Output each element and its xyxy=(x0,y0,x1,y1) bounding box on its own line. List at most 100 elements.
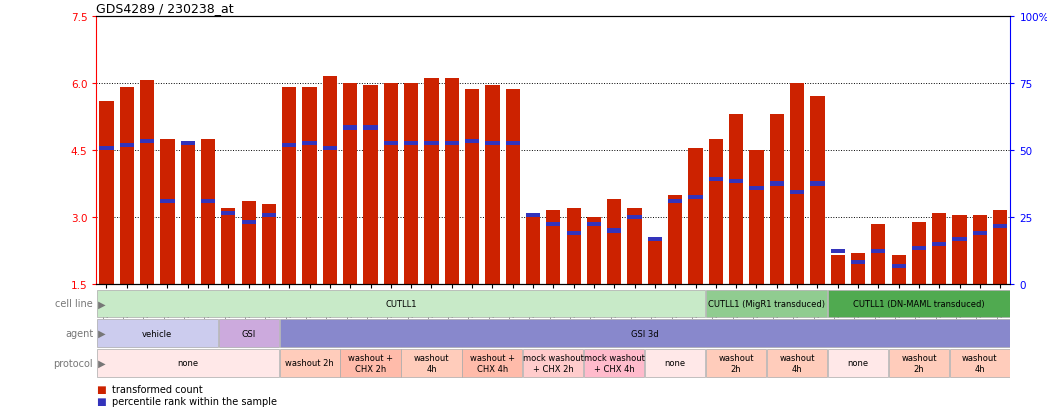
Text: CUTLL1 (MigR1 transduced): CUTLL1 (MigR1 transduced) xyxy=(708,299,825,308)
Bar xyxy=(668,195,683,285)
Bar xyxy=(506,142,519,146)
Bar xyxy=(404,83,418,285)
Bar xyxy=(973,215,987,285)
Bar xyxy=(524,349,583,377)
Bar xyxy=(99,146,113,150)
Text: none: none xyxy=(847,358,869,368)
Bar xyxy=(587,218,601,285)
Bar xyxy=(486,142,499,146)
Text: ▶: ▶ xyxy=(95,328,106,338)
Text: washout
4h: washout 4h xyxy=(962,354,998,373)
Text: none: none xyxy=(177,358,198,368)
Bar xyxy=(953,238,966,242)
Bar xyxy=(709,139,722,285)
Text: vehicle: vehicle xyxy=(142,329,173,338)
Bar xyxy=(283,88,296,285)
Bar xyxy=(566,209,581,285)
Bar xyxy=(119,88,134,285)
Text: protocol: protocol xyxy=(53,358,93,368)
Bar xyxy=(201,139,215,285)
Text: mock washout
+ CHX 4h: mock washout + CHX 4h xyxy=(584,354,645,373)
Bar xyxy=(790,83,804,285)
Bar xyxy=(627,209,642,285)
Bar xyxy=(401,349,462,377)
Bar xyxy=(770,115,784,285)
Bar xyxy=(96,349,279,377)
Bar xyxy=(526,213,540,217)
Bar xyxy=(424,142,439,146)
Bar xyxy=(219,320,279,347)
Bar xyxy=(892,265,906,269)
Bar xyxy=(343,126,357,130)
Bar xyxy=(689,148,703,285)
Bar xyxy=(363,86,378,285)
Bar xyxy=(668,200,683,204)
Text: washout
4h: washout 4h xyxy=(779,354,815,373)
Text: CUTLL1: CUTLL1 xyxy=(385,299,417,308)
Text: none: none xyxy=(665,358,686,368)
Bar xyxy=(645,349,706,377)
Bar xyxy=(445,142,459,146)
Text: ▶: ▶ xyxy=(95,358,106,368)
Bar xyxy=(181,142,195,146)
Bar xyxy=(221,211,236,215)
Bar xyxy=(830,249,845,253)
Bar xyxy=(932,242,946,247)
Bar xyxy=(384,83,398,285)
Bar xyxy=(506,90,519,285)
Bar xyxy=(770,182,784,186)
Bar xyxy=(932,213,946,285)
Bar xyxy=(584,349,644,377)
Bar xyxy=(706,349,766,377)
Bar xyxy=(892,256,906,285)
Bar xyxy=(587,222,601,226)
Bar xyxy=(384,142,398,146)
Bar xyxy=(648,237,662,285)
Bar xyxy=(340,349,401,377)
Bar xyxy=(828,290,1010,317)
Bar xyxy=(280,349,339,377)
Text: transformed count: transformed count xyxy=(112,384,203,394)
Text: ■: ■ xyxy=(96,396,106,406)
Bar xyxy=(607,229,621,233)
Text: GSI 3d: GSI 3d xyxy=(631,329,659,338)
Bar xyxy=(729,115,743,285)
Bar xyxy=(283,144,296,148)
Bar xyxy=(994,225,1007,228)
Bar xyxy=(648,238,662,242)
Bar xyxy=(750,150,763,285)
Text: GSI: GSI xyxy=(242,329,255,338)
Bar xyxy=(96,290,706,317)
Bar xyxy=(810,97,824,285)
Bar xyxy=(828,349,888,377)
Bar xyxy=(547,211,560,285)
Bar xyxy=(242,202,255,285)
Bar xyxy=(343,83,357,285)
Bar xyxy=(322,77,337,285)
Bar xyxy=(871,249,886,253)
Text: CUTLL1 (DN-MAML transduced): CUTLL1 (DN-MAML transduced) xyxy=(853,299,985,308)
Bar xyxy=(729,180,743,184)
Text: percentile rank within the sample: percentile rank within the sample xyxy=(112,396,277,406)
Bar xyxy=(566,231,581,235)
Bar xyxy=(830,256,845,285)
Text: GDS4289 / 230238_at: GDS4289 / 230238_at xyxy=(96,2,233,15)
Bar xyxy=(526,213,540,285)
Text: washout
2h: washout 2h xyxy=(901,354,937,373)
Bar xyxy=(201,200,215,204)
Bar xyxy=(404,142,418,146)
Text: washout
4h: washout 4h xyxy=(414,354,449,373)
Bar xyxy=(790,191,804,195)
Bar xyxy=(889,349,949,377)
Bar xyxy=(445,79,459,285)
Bar xyxy=(851,260,865,264)
Bar xyxy=(950,349,1010,377)
Bar xyxy=(486,86,499,285)
Text: ■: ■ xyxy=(96,384,106,394)
Bar xyxy=(99,102,113,285)
Bar xyxy=(424,79,439,285)
Bar xyxy=(706,290,827,317)
Bar xyxy=(973,231,987,235)
Bar xyxy=(953,215,966,285)
Bar xyxy=(810,182,824,186)
